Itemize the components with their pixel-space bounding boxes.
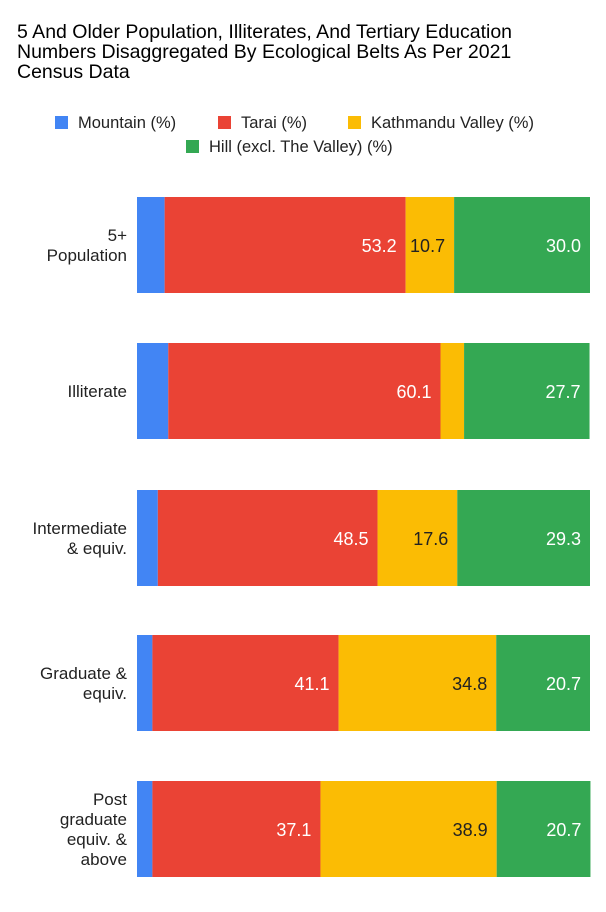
- bar-segment: [137, 781, 153, 877]
- category-label: Intermediate: [33, 519, 128, 538]
- bar-segment: [164, 197, 406, 293]
- title-line: Numbers Disaggregated By Ecological Belt…: [17, 41, 512, 63]
- legend-swatch: [218, 116, 231, 129]
- data-label: 29.3: [546, 529, 581, 549]
- legend-label: Kathmandu Valley (%): [371, 114, 534, 132]
- bar-segment: [457, 490, 590, 586]
- bar-segment: [440, 343, 465, 439]
- category-label: equiv. &: [67, 830, 128, 849]
- title-line: 5 And Older Population, Illiterates, And…: [17, 21, 513, 43]
- legend-swatch: [348, 116, 361, 129]
- bar-segment: [152, 781, 321, 877]
- data-label: 48.5: [333, 529, 368, 549]
- bar-segment: [454, 197, 590, 293]
- category-label: Post: [93, 790, 127, 809]
- bar-segment: [496, 635, 590, 731]
- bar-segment: [137, 635, 153, 731]
- data-label: 27.7: [546, 382, 581, 402]
- data-label: 20.7: [546, 820, 581, 840]
- data-label: 38.9: [453, 820, 488, 840]
- data-label: 37.1: [276, 820, 311, 840]
- data-label: 30.0: [546, 236, 581, 256]
- data-label: 60.1: [396, 382, 431, 402]
- legend-swatch: [55, 116, 68, 129]
- bar-segment: [320, 781, 497, 877]
- category-label: & equiv.: [67, 539, 127, 558]
- category-label: Population: [47, 246, 127, 265]
- data-label: 34.8: [452, 674, 487, 694]
- category-label: above: [81, 850, 127, 869]
- bar-segment: [405, 197, 455, 293]
- bar-segment: [152, 635, 339, 731]
- legend-label: Mountain (%): [78, 114, 176, 132]
- data-label: 10.7: [410, 236, 445, 256]
- bar-segment: [496, 781, 591, 877]
- legend-label: Tarai (%): [241, 114, 307, 132]
- data-label: 53.2: [362, 236, 397, 256]
- category-label: graduate: [60, 810, 127, 829]
- data-label: 20.7: [546, 674, 581, 694]
- bar-segment: [137, 343, 169, 439]
- bar-segment: [464, 343, 590, 439]
- data-label: 41.1: [295, 674, 330, 694]
- bar-segment: [157, 490, 378, 586]
- bar-segment: [137, 490, 158, 586]
- bar-segment: [137, 197, 165, 293]
- chart-title: 5 And Older Population, Illiterates, And…: [17, 22, 602, 82]
- legend-label: Hill (excl. The Valley) (%): [209, 138, 393, 156]
- bar-segment: [377, 490, 458, 586]
- legend-swatch: [186, 140, 199, 153]
- category-label: Illiterate: [67, 382, 127, 401]
- bar-segment: [338, 635, 497, 731]
- category-label: 5+: [108, 226, 127, 245]
- category-label: equiv.: [83, 684, 127, 703]
- bar-segment: [168, 343, 441, 439]
- title-line: Census Data: [17, 61, 130, 83]
- category-label: Graduate &: [40, 664, 128, 683]
- data-label: 17.6: [413, 529, 448, 549]
